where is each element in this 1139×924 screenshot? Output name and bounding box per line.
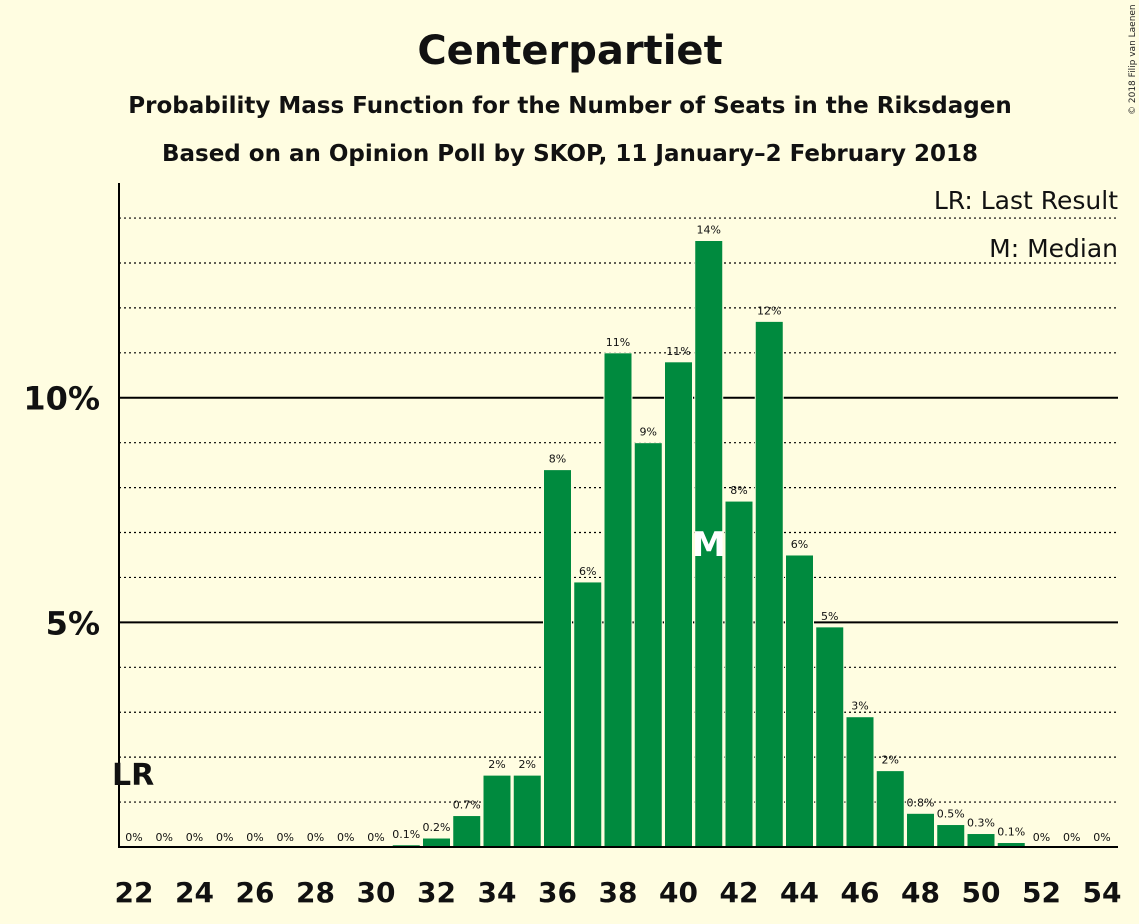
bar-seats-37 [573, 581, 603, 848]
copyright-note: © 2018 Filip van Laenen [1128, 4, 1138, 115]
bar-seats-35 [512, 774, 542, 848]
x-tick-label: 30 [357, 876, 396, 909]
bar-label-seats-47: 2% [882, 754, 899, 767]
bar-seats-48 [906, 812, 935, 848]
bar-seats-39 [633, 442, 663, 848]
bar-seats-50 [966, 833, 996, 848]
x-tick-label: 52 [1022, 876, 1061, 909]
x-tick-label: 32 [417, 876, 456, 909]
bar-seats-46 [845, 716, 875, 848]
bar-label-seats-35: 2% [519, 758, 536, 771]
bar-label-seats-54: 0% [1093, 831, 1110, 844]
bar-label-seats-36: 8% [549, 453, 566, 466]
x-tick-label: 34 [478, 876, 517, 909]
x-tick-label: 28 [296, 876, 335, 909]
bar-label-seats-42: 8% [730, 484, 747, 497]
bar-label-seats-50: 0.3% [967, 817, 995, 830]
x-tick-label: 22 [115, 876, 154, 909]
x-tick-label: 40 [659, 876, 698, 909]
y-tick-label: 5% [46, 604, 100, 642]
bar-seats-34 [482, 774, 512, 848]
legend-median: M: Median [989, 234, 1118, 263]
x-tick-label: 38 [599, 876, 638, 909]
x-tick-label: 26 [236, 876, 275, 909]
bar-label-seats-46: 3% [851, 700, 868, 713]
bar-seats-40 [664, 361, 693, 848]
bar-label-seats-48: 0.8% [907, 796, 935, 809]
x-tick-label: 48 [901, 876, 940, 909]
bar-label-seats-24: 0% [186, 831, 203, 844]
bar-label-seats-25: 0% [216, 831, 233, 844]
bar-seats-32 [422, 837, 451, 848]
plot-area: 0% 0% 0% 0% 0% 0% 0% 0% 0% 0.1%0.2%0.7%2% 2%8%6%11… [23, 183, 1121, 909]
last-result-marker: LR [112, 758, 154, 793]
x-tick-label: 24 [175, 876, 214, 909]
bar-label-seats-34: 2% [488, 758, 505, 771]
bar-label-seats-51: 0.1% [997, 826, 1025, 839]
bar-label-seats-22: 0% [125, 831, 142, 844]
x-tick-label: 46 [841, 876, 880, 909]
bar-seats-47 [875, 770, 905, 848]
bar-seats-42 [724, 500, 754, 848]
chart-title: Centerpartiet [417, 28, 722, 74]
bar-label-seats-53: 0% [1063, 831, 1080, 844]
bar-label-seats-32: 0.2% [423, 821, 451, 834]
chart-subtitle: Probability Mass Function for the Number… [128, 93, 1011, 119]
bar-label-seats-23: 0% [156, 831, 173, 844]
x-tick-label: 50 [962, 876, 1001, 909]
bar-label-seats-45: 5% [821, 610, 838, 623]
bar-label-seats-41: 14% [697, 224, 721, 237]
bar-label-seats-27: 0% [277, 831, 294, 844]
bar-label-seats-30: 0% [367, 831, 384, 844]
bar-seats-43 [754, 320, 784, 848]
bar-label-seats-26: 0% [246, 831, 263, 844]
bar-seats-44 [785, 554, 814, 848]
bar-label-seats-40: 11% [666, 345, 690, 358]
y-tick-label: 10% [23, 380, 100, 418]
bar-label-seats-52: 0% [1033, 831, 1050, 844]
chart-subtitle-poll: Based on an Opinion Poll by SKOP, 11 Jan… [162, 141, 978, 167]
bar-label-seats-39: 9% [640, 426, 657, 439]
bar-label-seats-38: 11% [606, 336, 630, 349]
bar-label-seats-28: 0% [307, 831, 324, 844]
bar-seats-41 [694, 240, 724, 848]
bar-label-seats-37: 6% [579, 565, 596, 578]
x-tick-label: 44 [780, 876, 819, 909]
bar-label-seats-44: 6% [791, 538, 808, 551]
x-tick-label: 54 [1083, 876, 1122, 909]
legend-last-result: LR: Last Result [934, 186, 1118, 215]
median-marker: M [692, 525, 726, 565]
bar-seats-45 [815, 626, 845, 848]
bar-seats-38 [603, 352, 633, 848]
x-tick-label: 42 [720, 876, 759, 909]
bar-seats-49 [936, 824, 966, 848]
bar-label-seats-29: 0% [337, 831, 354, 844]
bar-label-seats-33: 0.7% [453, 799, 481, 812]
bar-seats-36 [543, 469, 572, 848]
bar-seats-33 [452, 815, 482, 848]
bar-label-seats-31: 0.1% [392, 828, 420, 841]
x-tick-label: 36 [538, 876, 577, 909]
bar-label-seats-49: 0.5% [937, 808, 965, 821]
bar-label-seats-43: 12% [757, 304, 781, 317]
